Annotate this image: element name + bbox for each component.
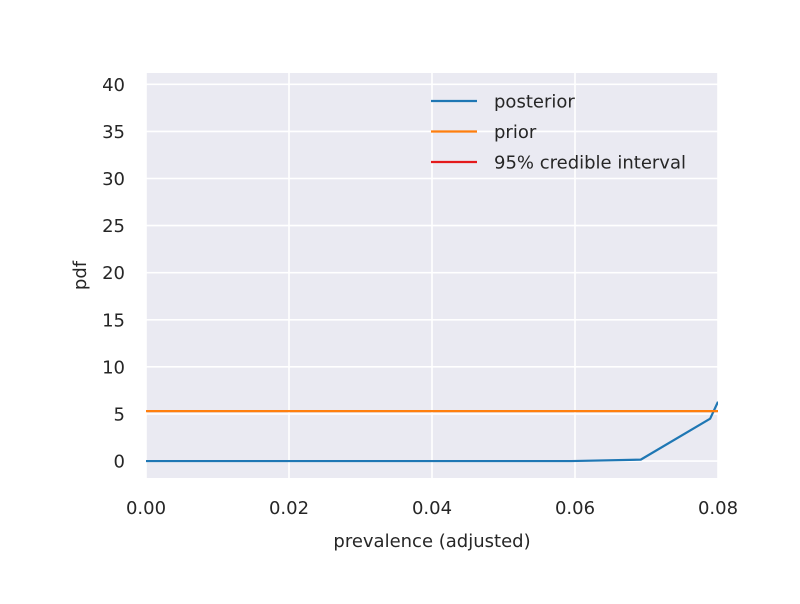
legend: posterior prior 95% credible interval xyxy=(431,92,686,174)
y-tick-label: 5 xyxy=(114,404,125,425)
y-tick-label: 40 xyxy=(102,75,125,96)
legend-label: prior xyxy=(494,122,537,143)
y-tick-label: 10 xyxy=(102,357,125,378)
x-tick-label: 0.06 xyxy=(555,498,595,519)
x-tick-label: 0.02 xyxy=(269,498,309,519)
grid xyxy=(145,73,719,478)
x-tick-label: 0.04 xyxy=(412,498,452,519)
x-axis-label: prevalence (adjusted) xyxy=(333,531,530,552)
series-line-posterior xyxy=(146,401,718,463)
tick-labels: 0.00 0.02 0.04 0.06 0.08 0 5 10 15 20 25 30 35 40 xyxy=(102,75,738,519)
y-axis-label: pdf xyxy=(70,260,91,290)
legend-label: 95% credible interval xyxy=(494,153,686,174)
y-tick-label: 20 xyxy=(102,263,125,284)
y-tick-label: 25 xyxy=(102,216,125,237)
x-tick-label: 0.08 xyxy=(698,498,738,519)
y-tick-label: 15 xyxy=(102,310,125,331)
y-tick-label: 0 xyxy=(114,452,125,473)
y-tick-label: 30 xyxy=(102,169,125,190)
series xyxy=(146,401,718,463)
legend-label: posterior xyxy=(494,92,575,113)
y-tick-label: 35 xyxy=(102,122,125,143)
x-tick-label: 0.00 xyxy=(126,498,166,519)
